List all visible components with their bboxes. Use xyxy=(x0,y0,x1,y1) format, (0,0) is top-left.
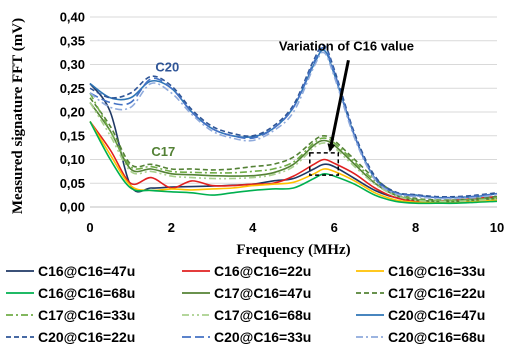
series-line-c16-c16-68u xyxy=(89,121,498,205)
annotations: C20 C17 Variation of C16 value xyxy=(151,38,414,176)
annotation-arrow xyxy=(327,59,350,152)
legend-label: C16@C16=68u xyxy=(38,285,135,301)
annotation-label: Variation of C16 value xyxy=(279,38,414,53)
y-tick-label: 0,30 xyxy=(60,57,85,72)
legend-label: C20@C16=47u xyxy=(388,307,485,323)
y-tick-label: 0,15 xyxy=(60,128,85,143)
series-lines xyxy=(89,44,498,205)
y-tick-label: 0,40 xyxy=(60,10,85,25)
legend-label: C20@C16=33u xyxy=(214,329,311,345)
grid-lines xyxy=(90,16,497,184)
x-tick-label: 2 xyxy=(168,220,175,235)
legend-item-c16-c16-33u: C16@C16=33u xyxy=(356,263,485,279)
x-axis-title: Frequency (MHz) xyxy=(236,242,350,258)
legend-item-c17-c16-22u: C17@C16=22u xyxy=(356,285,485,301)
legend-item-c20-c16-68u: C20@C16=68u xyxy=(356,329,485,345)
series-line-c20-c16-22u xyxy=(89,44,498,198)
series-line-c17-c16-68u xyxy=(89,102,498,203)
axes: 0,00 0,05 0,10 0,15 0,20 0,25 0,30 0,35 0,40 0 2 4 6… xyxy=(60,10,505,236)
series-line-c17-c16-33u xyxy=(89,92,498,202)
y-tick-label: 0,20 xyxy=(60,105,85,120)
legend-label: C17@C16=47u xyxy=(214,285,311,301)
series-line-c20-c16-33u xyxy=(89,46,498,199)
legend-item-c20-c16-22u: C20@C16=22u xyxy=(6,329,135,345)
y-tick-label: 0,25 xyxy=(60,81,85,96)
legend-item-c16-c16-47u: C16@C16=47u xyxy=(6,263,135,279)
annotation-label: C20 xyxy=(155,60,179,75)
legend: C16@C16=47u C16@C16=22u C16@C16=33u C16@C16… xyxy=(6,263,485,345)
legend-label: C17@C16=33u xyxy=(38,307,135,323)
legend-item-c20-c16-47u: C20@C16=47u xyxy=(356,307,485,323)
annotation-label: C17 xyxy=(151,144,175,159)
legend-item-c16-c16-68u: C16@C16=68u xyxy=(6,285,135,301)
legend-item-c17-c16-33u: C17@C16=33u xyxy=(6,307,135,323)
y-tick-label: 0,00 xyxy=(60,200,85,215)
legend-label: C17@C16=22u xyxy=(388,285,485,301)
legend-item-c16-c16-22u: C16@C16=22u xyxy=(182,263,311,279)
x-tick-label: 10 xyxy=(490,220,504,235)
legend-label: C16@C16=22u xyxy=(214,263,311,279)
y-axis-title: Measured signature FFT (mV) xyxy=(10,18,26,214)
x-tick-label: 6 xyxy=(331,220,338,235)
legend-label: C16@C16=47u xyxy=(38,263,135,279)
legend-label: C20@C16=22u xyxy=(38,329,135,345)
legend-label: C17@C16=68u xyxy=(214,307,311,323)
legend-item-c17-c16-47u: C17@C16=47u xyxy=(182,285,311,301)
series-line-c17-c16-22u xyxy=(89,97,498,201)
series-line-c16-c16-47u xyxy=(89,83,498,203)
x-tick-label: 8 xyxy=(412,220,419,235)
y-tick-label: 0,05 xyxy=(60,176,85,191)
x-tick-label: 0 xyxy=(86,220,93,235)
series-line-c20-c16-68u xyxy=(89,51,498,200)
legend-label: C16@C16=33u xyxy=(388,263,485,279)
x-tick-label: 4 xyxy=(249,220,257,235)
legend-item-c20-c16-33u: C20@C16=33u xyxy=(182,329,311,345)
legend-label: C20@C16=68u xyxy=(388,329,485,345)
series-line-c16-c16-33u xyxy=(89,121,498,204)
highlight-box xyxy=(309,152,340,176)
y-tick-label: 0,35 xyxy=(60,33,85,48)
y-tick-label: 0,10 xyxy=(60,152,85,167)
legend-item-c17-c16-68u: C17@C16=68u xyxy=(182,307,311,323)
